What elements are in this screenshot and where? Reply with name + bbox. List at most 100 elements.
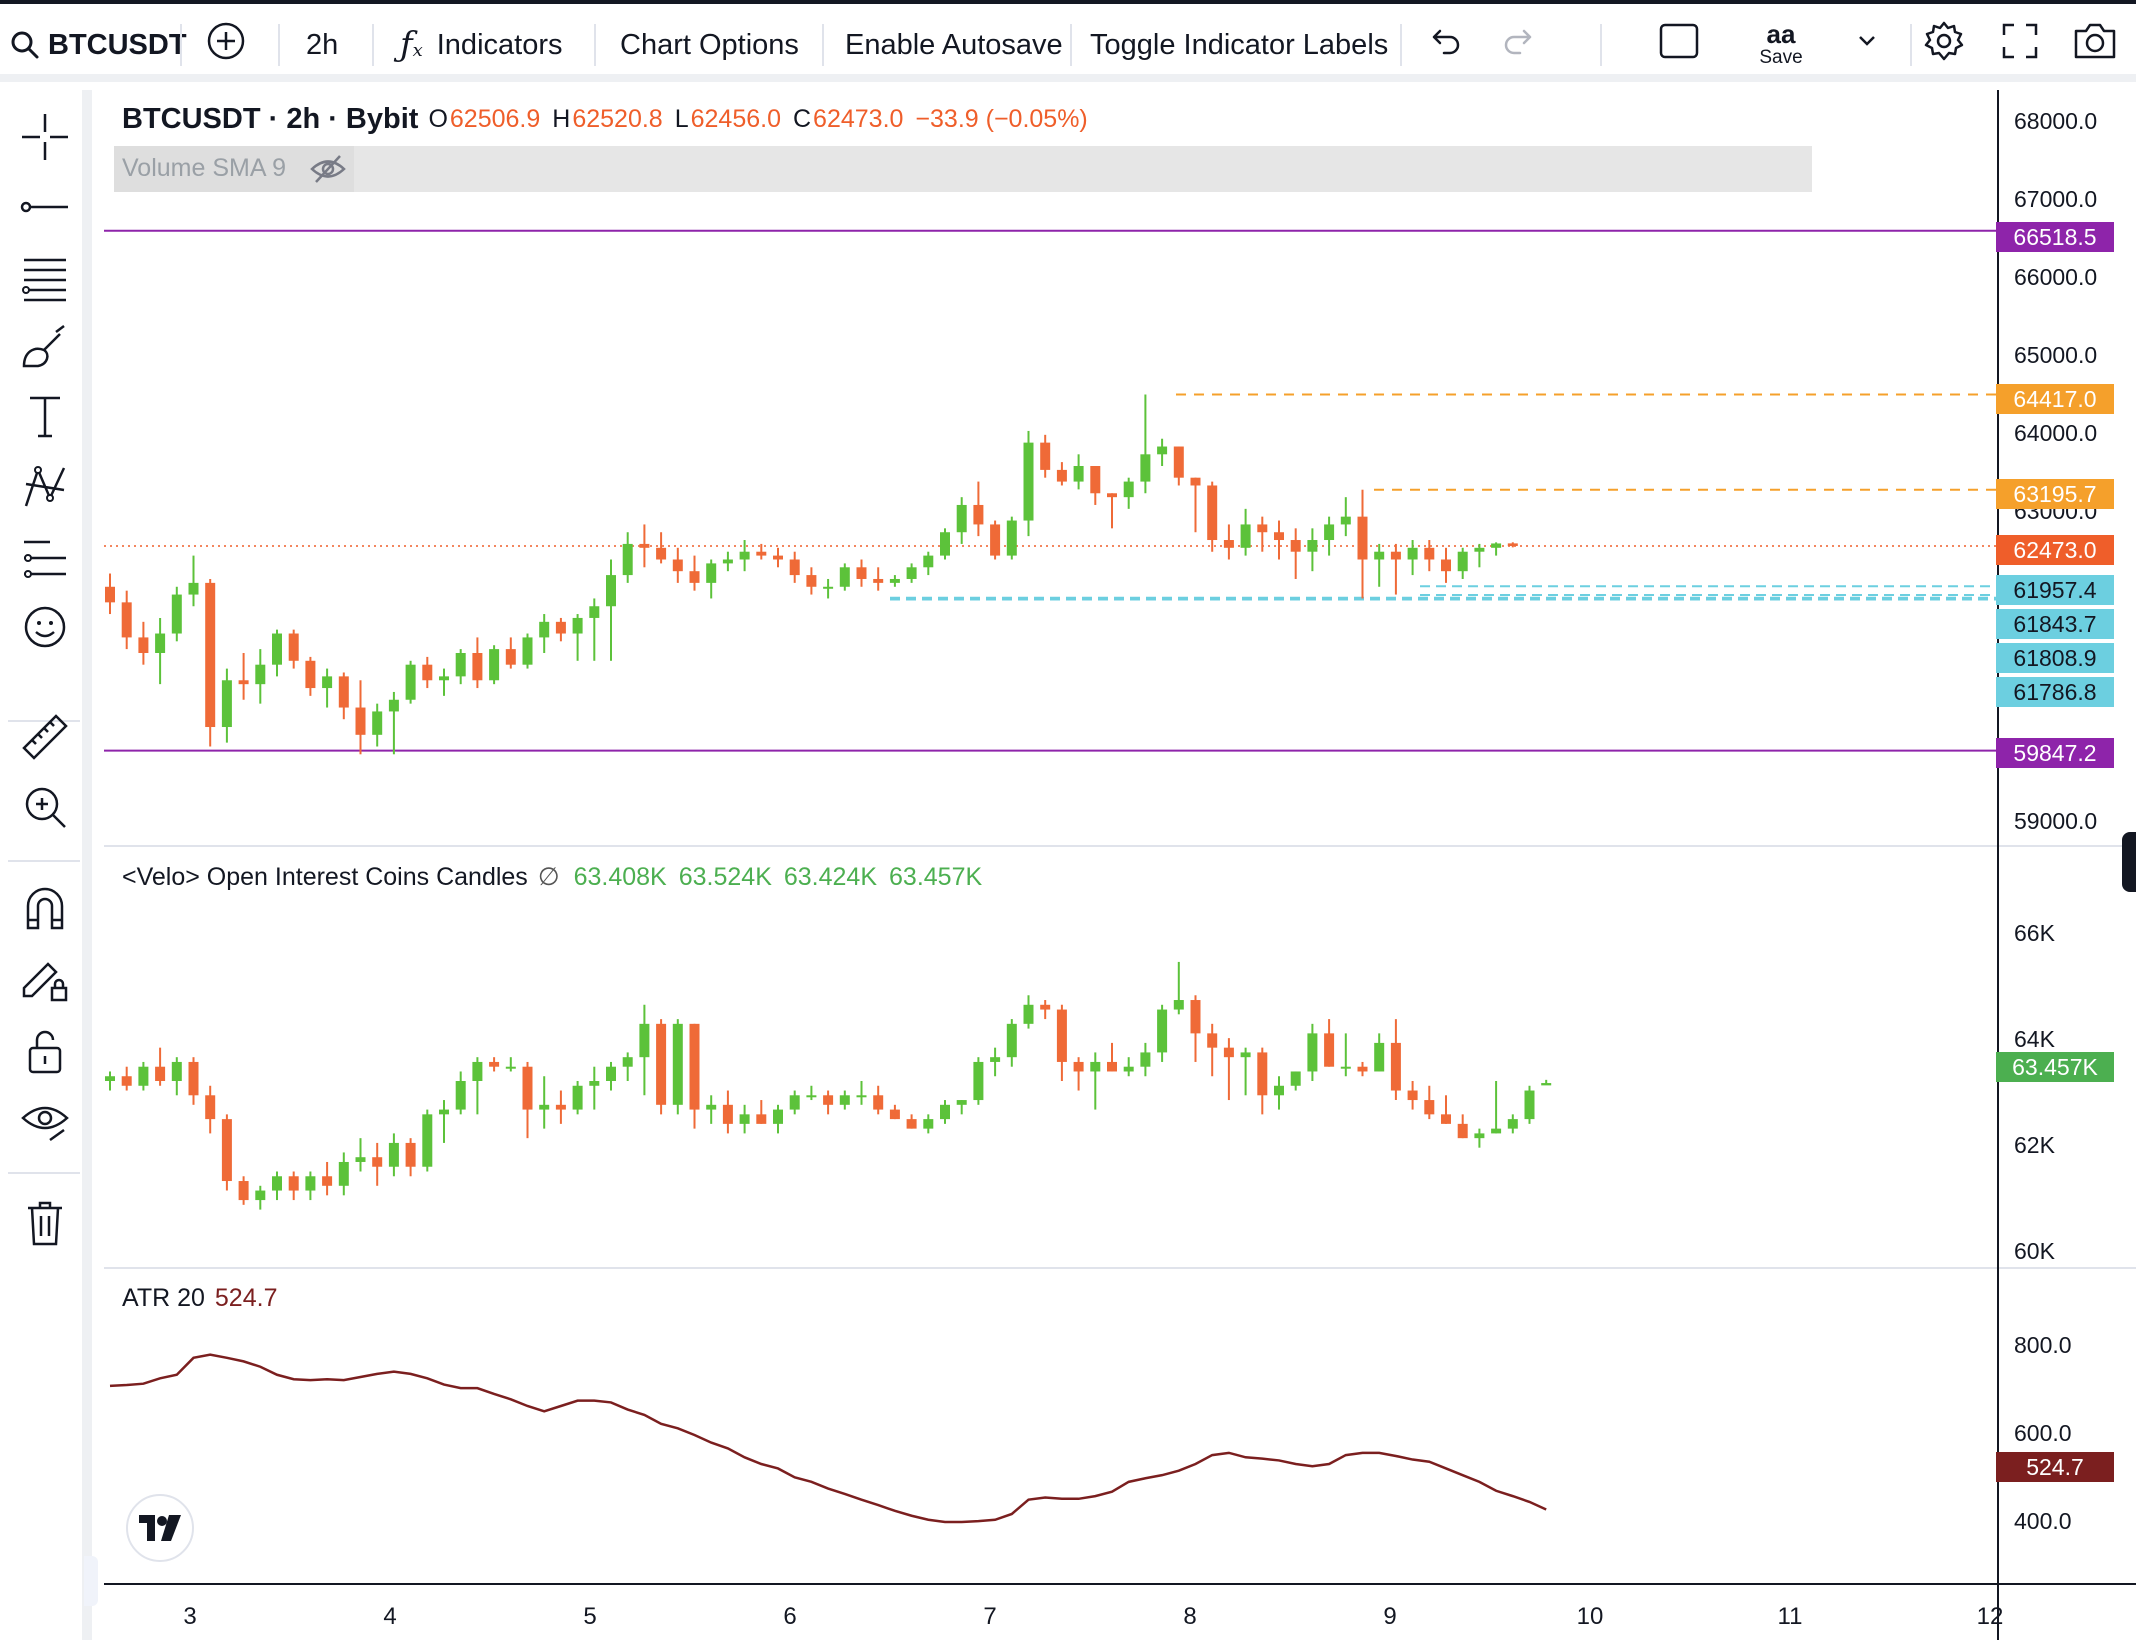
oi-candle-body	[372, 1157, 383, 1167]
tradingview-logo[interactable]	[126, 1494, 194, 1562]
oi-legend: <Velo> Open Interest Coins Candles ∅ 63.…	[122, 862, 982, 892]
toolbar-divider	[180, 24, 182, 66]
price-tick: 65000.0	[2014, 342, 2098, 368]
redo-button[interactable]	[1502, 20, 1538, 70]
text-tool-icon[interactable]	[18, 390, 72, 444]
oi-candle-body	[589, 1081, 600, 1086]
camera-icon	[2072, 21, 2118, 69]
emoji-tool-icon[interactable]	[18, 600, 72, 654]
fib-tool-icon[interactable]	[18, 250, 72, 304]
trash-icon[interactable]	[18, 1196, 72, 1250]
price-candle-body	[489, 649, 500, 681]
eye-icon[interactable]	[18, 1094, 72, 1148]
brush-tool-icon[interactable]	[18, 320, 72, 374]
oi-candle-body	[889, 1109, 900, 1120]
indicators-button[interactable]: ƒx Indicators	[400, 20, 562, 70]
price-candle-body	[606, 575, 616, 607]
symbol-search[interactable]: BTCUSDT	[10, 20, 187, 70]
oi-candle-body	[1190, 1000, 1201, 1034]
left-panel-toggle[interactable]	[84, 1556, 98, 1606]
lock-drawing-pencil-icon[interactable]	[18, 952, 72, 1006]
oi-candle-body	[839, 1095, 850, 1105]
interval-button[interactable]: 2h	[306, 28, 339, 61]
unlock-icon[interactable]	[18, 1024, 72, 1078]
low-key: L	[674, 105, 689, 133]
oi-candle-body	[355, 1157, 366, 1162]
oi-tick: 64K	[2014, 1026, 2055, 1052]
enable-autosave-button[interactable]: Enable Autosave	[845, 28, 1063, 61]
right-panel-toggle[interactable]	[2122, 832, 2136, 892]
price-candle-body	[188, 582, 199, 595]
eye-off-icon[interactable]	[310, 152, 346, 191]
price-candle-body	[889, 578, 900, 583]
settings-button[interactable]	[1922, 20, 1966, 70]
main-symbol-title: BTCUSDT · 2h · Bybit	[122, 103, 419, 135]
price-tick: 67000.0	[2014, 186, 2098, 212]
oi-candle-body	[656, 1023, 667, 1105]
price-candle-body	[255, 664, 266, 685]
oi-candle-body	[1123, 1066, 1134, 1072]
volume-legend-row[interactable]: Volume SMA 9	[114, 146, 1812, 192]
save-button[interactable]: aa Save	[1740, 16, 1822, 74]
oi-candle-body	[1457, 1123, 1468, 1139]
layout-button[interactable]	[1658, 20, 1700, 70]
level-label-orange-high: 64417.0	[1996, 384, 2114, 414]
oi-candle-body	[940, 1104, 950, 1120]
oi-candle-body	[505, 1066, 516, 1069]
toolbar-divider	[372, 24, 374, 66]
price-candle-body	[155, 633, 166, 653]
price-candle-body	[1006, 520, 1017, 556]
oi-candle-body	[555, 1104, 566, 1110]
chart-options-button[interactable]: Chart Options	[620, 28, 799, 61]
price-candle-body	[205, 582, 216, 728]
atr-title: ATR 20	[122, 1284, 205, 1312]
price-candle-body	[221, 680, 232, 728]
oi-candle-body	[1424, 1100, 1435, 1115]
fullscreen-button[interactable]	[2000, 20, 2040, 70]
prediction-tool-icon[interactable]	[18, 530, 72, 584]
toolbar-divider	[8, 1172, 80, 1174]
oi-candle-body	[1524, 1090, 1535, 1120]
price-candle-body	[1107, 493, 1117, 498]
price-candle-body	[773, 555, 783, 560]
time-tick-label: 7	[983, 1603, 996, 1630]
oi-candle-body	[472, 1061, 483, 1081]
oi-candle-body	[823, 1095, 834, 1105]
square-icon	[1658, 20, 1700, 70]
crosshair-tool-icon[interactable]	[18, 110, 72, 164]
chevron-down-icon	[1852, 26, 1882, 64]
price-candle-body	[1173, 446, 1184, 478]
oi-candle-body	[539, 1104, 550, 1110]
price-candle-body	[1274, 532, 1284, 541]
price-candle-body	[1407, 547, 1418, 560]
level-label-orange: 63195.7	[1996, 479, 2114, 509]
save-dropdown-button[interactable]	[1852, 20, 1882, 70]
price-candle-body	[1390, 551, 1401, 560]
price-candle-body	[405, 664, 416, 700]
price-candle-body	[1357, 516, 1368, 560]
oi-candle-body	[856, 1095, 867, 1098]
oi-candle-body	[706, 1104, 717, 1110]
zoom-in-icon[interactable]	[18, 780, 72, 834]
pattern-tool-icon[interactable]	[18, 460, 72, 514]
oi-candle-body	[1407, 1090, 1418, 1101]
magnet-icon[interactable]	[18, 882, 72, 936]
toggle-indicator-labels-button[interactable]: Toggle Indicator Labels	[1090, 28, 1389, 61]
oi-candle-body	[1257, 1052, 1268, 1096]
level-label-cyan: 61957.4	[1996, 575, 2114, 605]
price-candle-body	[1140, 454, 1151, 482]
oi-candle-body	[522, 1066, 533, 1110]
add-symbol-button[interactable]	[206, 20, 246, 70]
price-tick: 66000.0	[2014, 264, 2098, 290]
trend-line-tool-icon[interactable]	[18, 180, 72, 234]
time-tick-label: 3	[183, 1603, 196, 1630]
undo-button[interactable]	[1426, 20, 1462, 70]
price-candle-body	[806, 575, 817, 587]
screenshot-button[interactable]	[2072, 20, 2118, 70]
oi-candle-body	[1340, 1066, 1351, 1069]
ruler-tool-icon[interactable]	[18, 710, 72, 764]
price-candle-body	[1457, 551, 1468, 572]
price-candle-body	[940, 532, 950, 556]
atr-last-label: 524.7	[1996, 1452, 2114, 1482]
